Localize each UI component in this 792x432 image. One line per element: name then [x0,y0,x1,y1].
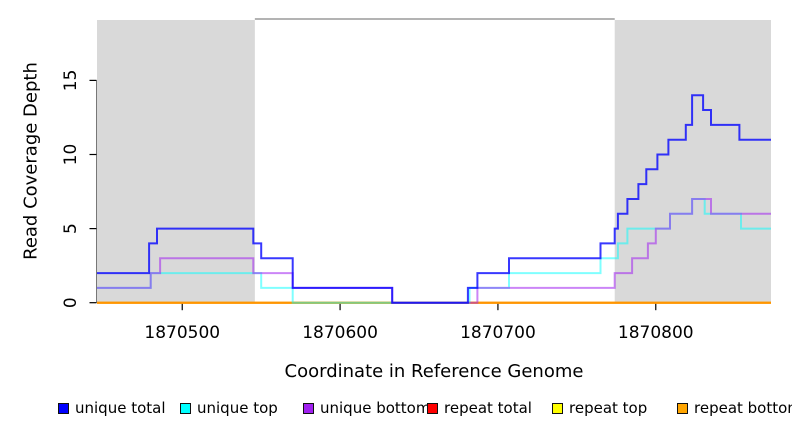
legend-swatch-unique-bottom [303,402,314,414]
legend-item-unique-bottom: unique bottom [303,399,430,417]
x-tick-label: 1870500 [144,323,220,343]
legend-swatch-repeat-top [552,402,563,414]
legend-label: unique top [197,399,278,417]
repeat-region-band [614,20,771,304]
y-axis-title: Read Coverage Depth [20,62,42,260]
legend-swatch-repeat-bottom [677,402,688,414]
legend-item-unique-top: unique top [180,399,278,417]
series-line-unique-bottom [97,198,771,304]
y-tick-label: 10 [61,144,81,166]
legend-item-repeat-top: repeat top [552,399,647,417]
legend-label: unique total [75,399,166,417]
y-tick-label: 15 [61,70,81,92]
series-line-unique-total [97,94,771,304]
legend-label: repeat total [444,399,532,417]
y-tick-label: 0 [61,297,81,308]
x-tick-label: 1870700 [460,323,536,343]
legend-swatch-unique-total [58,402,69,414]
legend-item-repeat-bottom: repeat bottom [677,399,792,417]
x-axis-title: Coordinate in Reference Genome [284,361,584,382]
legend-label: repeat bottom [694,399,792,417]
repeat-region-band [97,20,255,304]
legend-swatch-repeat-total [427,402,438,414]
legend-item-repeat-total: repeat total [427,399,532,417]
legend-label: unique bottom [320,399,431,417]
x-tick-label: 1870800 [618,323,694,343]
x-tick-label: 1870600 [302,323,378,343]
y-tick-label: 5 [61,223,81,234]
legend-item-unique-total: unique total [58,399,166,417]
legend-label: repeat top [569,399,648,417]
legend-swatch-unique-top [180,402,191,414]
